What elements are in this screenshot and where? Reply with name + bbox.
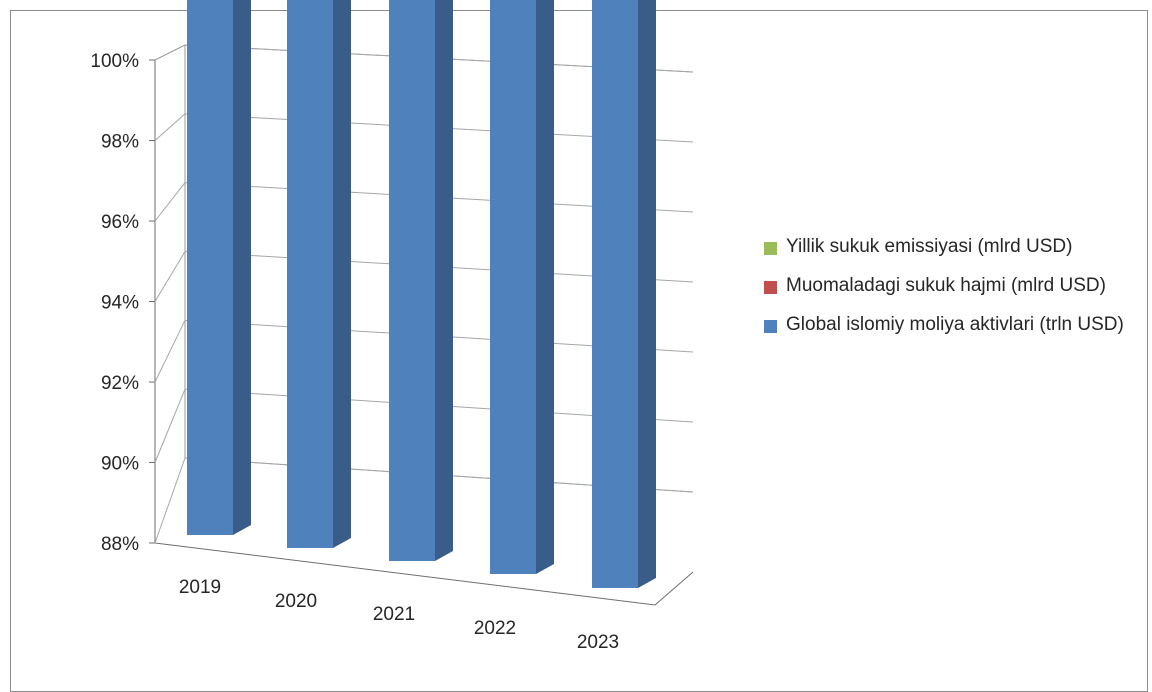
x-tick-label: 2021 bbox=[373, 604, 415, 625]
legend-item-emissiya: Yillik sukuk emissiyasi (mlrd USD) bbox=[762, 232, 1142, 262]
legend-swatch-blue bbox=[764, 320, 777, 333]
bar-front bbox=[389, 0, 435, 561]
bar-side bbox=[536, 0, 554, 574]
legend-label: Yillik sukuk emissiyasi (mlrd USD) bbox=[786, 236, 1073, 257]
x-tick-label: 2020 bbox=[275, 591, 317, 612]
y-tick-label: 88% bbox=[101, 534, 139, 555]
bar-side bbox=[435, 0, 453, 561]
bar-front bbox=[287, 0, 333, 548]
x-tick-label: 2023 bbox=[577, 632, 619, 653]
legend-item-sukuk-hajmi: Muomaladagi sukuk hajmi (mlrd USD) bbox=[762, 271, 1142, 301]
bar-front bbox=[592, 0, 638, 588]
bar-side bbox=[333, 0, 351, 548]
legend-swatch-red bbox=[764, 281, 777, 294]
y-tick-label: 92% bbox=[101, 373, 139, 394]
bar-front bbox=[490, 0, 536, 574]
bar-2020-series-0 bbox=[287, 0, 351, 548]
bar-2022-series-0 bbox=[490, 0, 554, 574]
y-tick-label: 100% bbox=[90, 51, 139, 72]
x-tick-labels: 2019 2020 2021 2022 2023 bbox=[179, 577, 619, 653]
legend: Yillik sukuk emissiyasi (mlrd USD) Muoma… bbox=[762, 232, 1142, 349]
y-tick-labels: 88% 90% 92% 94% 96% 98% 100% bbox=[90, 51, 139, 555]
legend-swatch-green bbox=[764, 242, 777, 255]
y-tick-label: 98% bbox=[101, 132, 139, 153]
bar-side bbox=[233, 0, 251, 535]
bar-2021-series-0 bbox=[389, 0, 453, 561]
bar-front bbox=[187, 0, 233, 535]
legend-item-aktivlar: Global islomiy moliya aktivlari (trln US… bbox=[762, 310, 1142, 340]
bar-2019-series-0 bbox=[187, 0, 251, 535]
chart-plot: 88%90%92%94%96%98%100% 20192020202120222… bbox=[90, 0, 694, 653]
y-tick-label: 90% bbox=[101, 454, 139, 475]
bar-side bbox=[638, 0, 656, 588]
bar-2023-series-0 bbox=[592, 0, 656, 588]
floor-front-edge bbox=[154, 542, 694, 606]
x-tick-label: 2019 bbox=[179, 577, 221, 598]
y-tick-label: 96% bbox=[101, 212, 139, 233]
legend-label: Muomaladagi sukuk hajmi (mlrd USD) bbox=[786, 275, 1106, 296]
x-tick-label: 2022 bbox=[474, 618, 516, 639]
y-tick-label: 94% bbox=[101, 293, 139, 314]
bar-group bbox=[187, 0, 656, 588]
legend-label: Global islomiy moliya aktivlari (trln US… bbox=[786, 314, 1124, 335]
